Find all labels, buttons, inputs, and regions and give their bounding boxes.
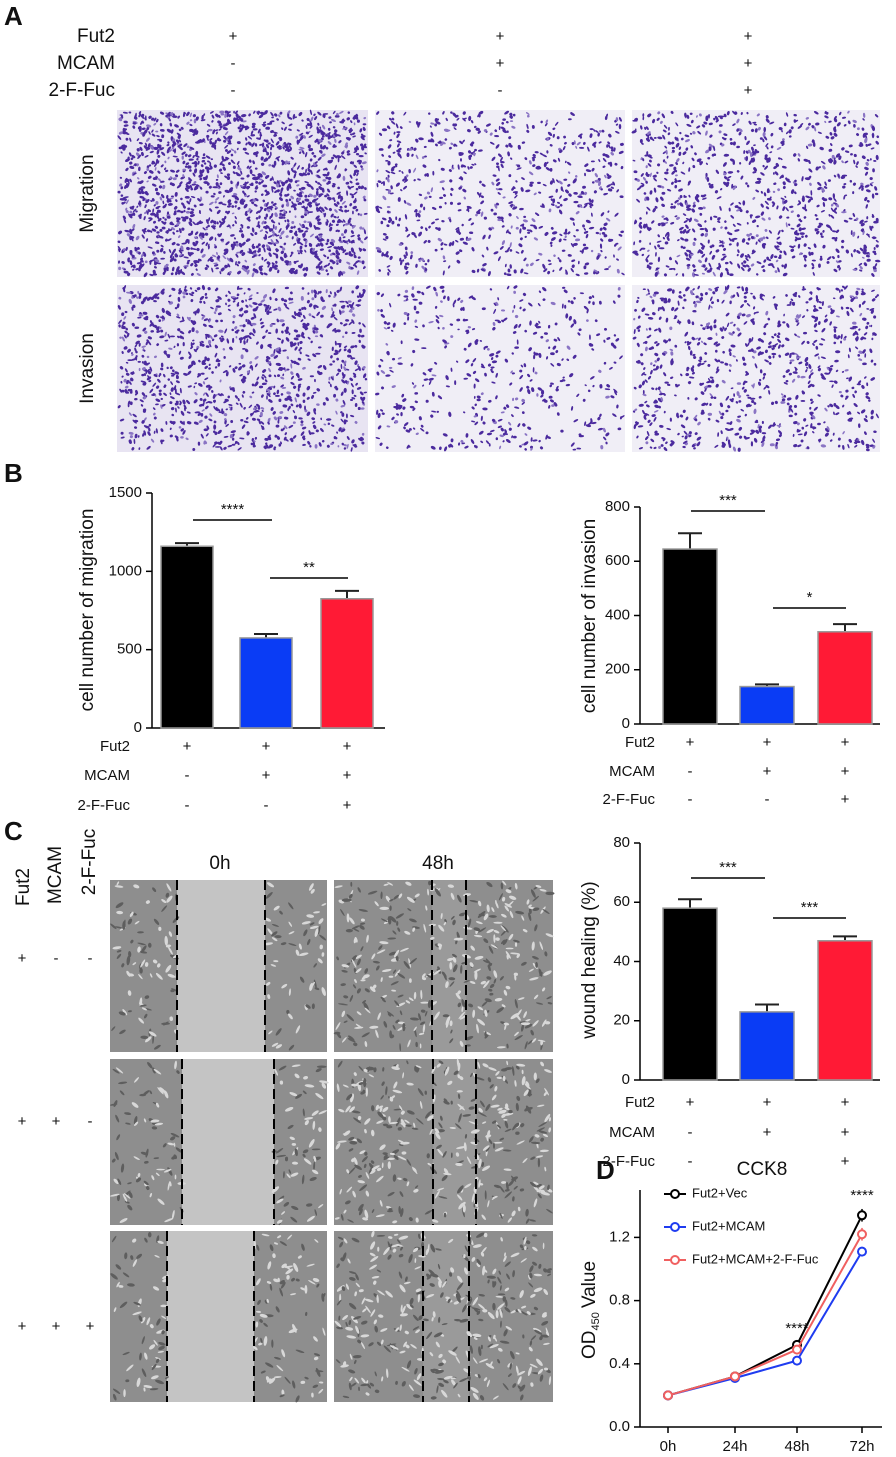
micrograph-bg (632, 285, 880, 452)
cell (477, 399, 481, 402)
cell (315, 444, 318, 448)
condition-label: 2-F-Fuc (49, 80, 116, 101)
micrograph (375, 285, 625, 452)
cell (705, 173, 707, 177)
condition-label: Fut2 (77, 26, 115, 47)
panel-label: B (4, 458, 23, 488)
cell (232, 444, 236, 446)
cell (208, 340, 211, 344)
condition-mark: - (498, 82, 503, 99)
micrograph (632, 284, 880, 452)
condition-mark: + (744, 28, 753, 45)
cell (560, 430, 563, 433)
cell (537, 182, 541, 184)
condition-mark: + (744, 82, 753, 99)
cell (241, 354, 244, 359)
cell (380, 221, 383, 225)
condition-mark: - (231, 82, 236, 99)
condition-mark: + (229, 28, 238, 45)
cell (496, 437, 498, 440)
cell (304, 405, 306, 410)
cell (564, 305, 566, 309)
panel-label: A (4, 1, 23, 31)
cell (323, 402, 326, 406)
cell (121, 194, 124, 197)
condition-mark: + (496, 55, 505, 72)
cell (874, 247, 876, 250)
condition-label: MCAM (57, 53, 115, 74)
cell (328, 249, 331, 252)
cell (337, 187, 340, 190)
condition-mark: + (496, 28, 505, 45)
cell (162, 227, 166, 230)
condition-mark: - (231, 55, 236, 72)
cell (454, 380, 456, 385)
micrograph-bg (632, 110, 880, 277)
micrograph (631, 110, 880, 278)
cell (219, 111, 224, 114)
cell (170, 335, 175, 337)
row-label: Migration (77, 154, 98, 232)
micrograph (117, 109, 368, 277)
cell (180, 436, 184, 438)
cell (339, 301, 344, 303)
cell (315, 353, 320, 355)
micrograph (375, 110, 625, 277)
cell (235, 241, 238, 243)
row-label: Invasion (77, 333, 98, 404)
micrograph (117, 285, 368, 452)
cell (358, 407, 361, 410)
panel-label: C (4, 816, 23, 846)
condition-mark: + (744, 55, 753, 72)
